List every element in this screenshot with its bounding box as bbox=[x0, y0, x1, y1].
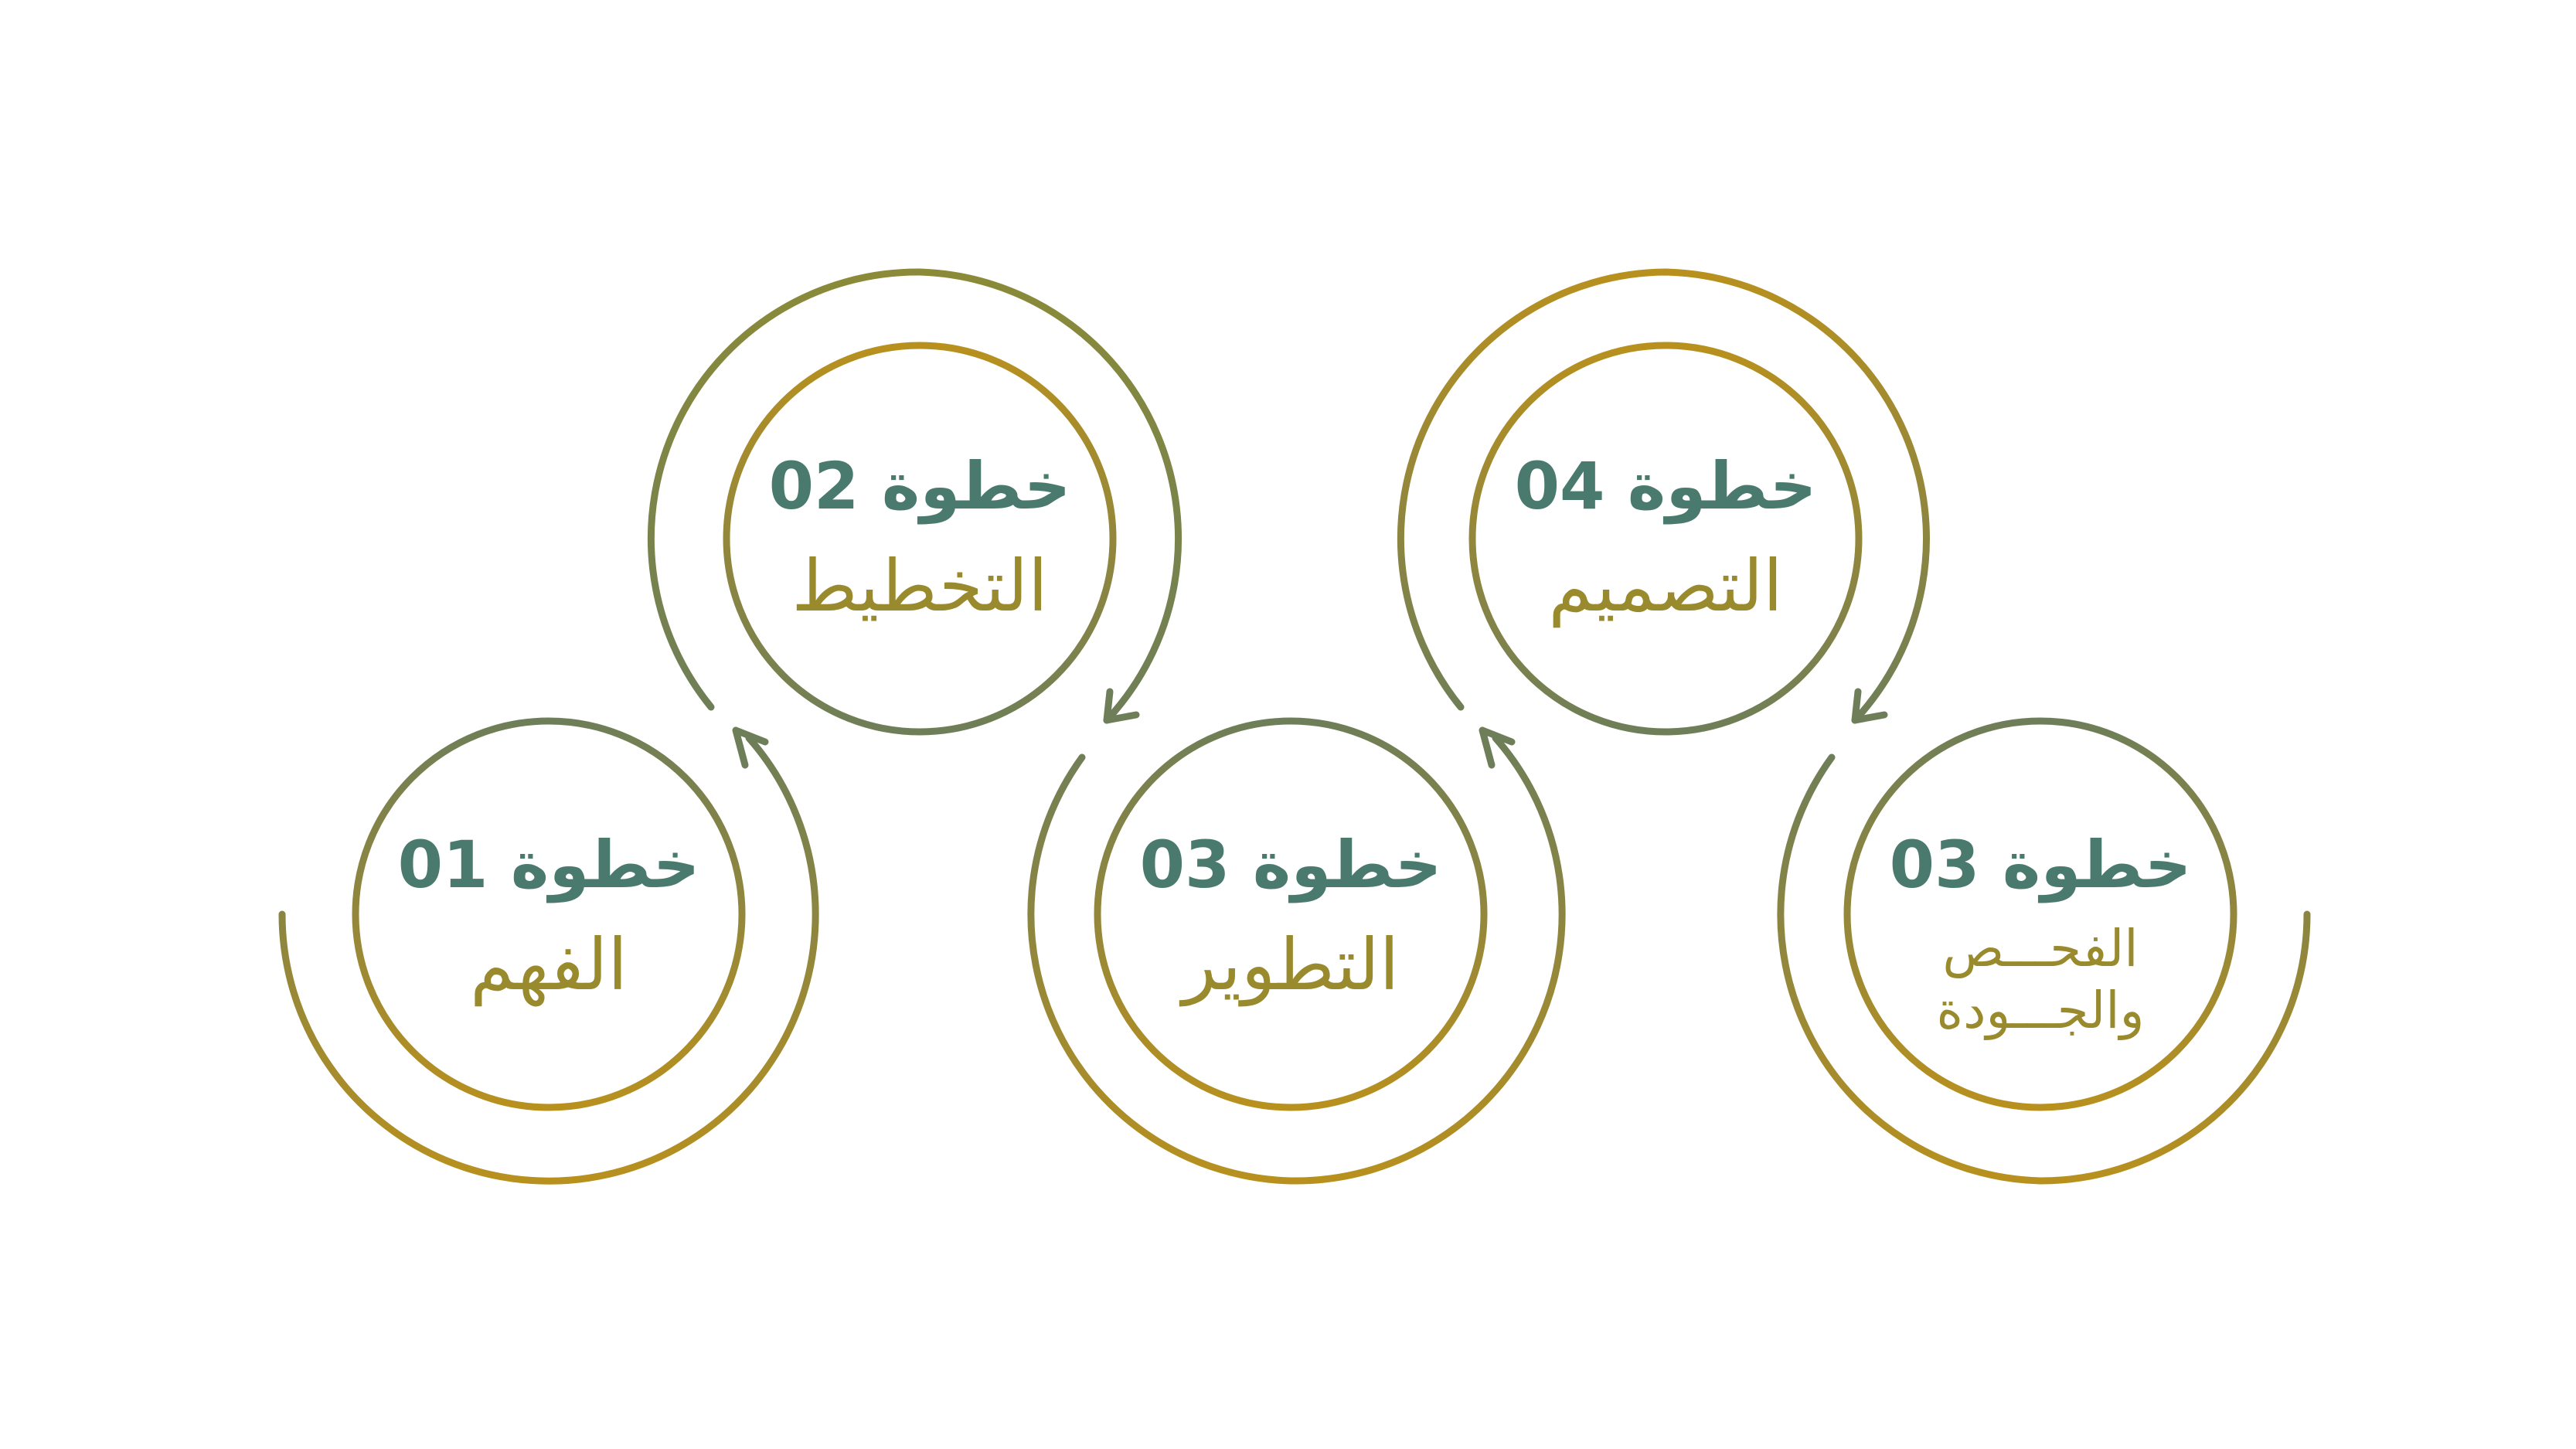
step-02-outer-arc bbox=[647, 268, 1183, 724]
step-02-name: التخطيط bbox=[791, 545, 1047, 628]
step-04: خطوة 04 التصميم bbox=[1397, 268, 1930, 736]
step-02: خطوة 02 التخطيط bbox=[647, 268, 1183, 736]
step-05-inner-circle bbox=[1843, 717, 2237, 1111]
step-01-title: خطوة 01 bbox=[398, 827, 700, 903]
step-03-name: التطوير bbox=[1179, 923, 1400, 1007]
step-05: خطوة 03 الفحـــص والجـــودة bbox=[1777, 717, 2311, 1185]
step-03-arrow-icon bbox=[1479, 726, 1516, 769]
step-05-outer-arc bbox=[1777, 753, 2311, 1185]
step-02-inner-circle bbox=[723, 342, 1117, 736]
step-01: خطوة 01 الفهم bbox=[278, 717, 819, 1185]
step-03-title: خطوة 03 bbox=[1140, 827, 1442, 903]
step-05-name-line1: الفحـــص bbox=[1942, 919, 2138, 979]
step-01-outer-arc bbox=[278, 734, 819, 1185]
step-05-title: خطوة 03 bbox=[1890, 827, 2192, 903]
step-02-arrow-icon bbox=[1103, 688, 1140, 724]
step-04-name: التصميم bbox=[1548, 545, 1782, 628]
step-04-title: خطوة 04 bbox=[1515, 448, 1817, 525]
step-04-outer-arc bbox=[1397, 268, 1930, 724]
step-01-name: الفهم bbox=[470, 923, 628, 1007]
step-01-inner-circle bbox=[352, 717, 746, 1111]
step-04-arrow-icon bbox=[1851, 688, 1888, 724]
step-05-name-line2: والجـــودة bbox=[1937, 981, 2145, 1040]
step-03-inner-circle bbox=[1094, 717, 1488, 1111]
step-01-arrow-icon bbox=[732, 726, 769, 769]
step-04-inner-circle bbox=[1468, 342, 1863, 736]
step-03-outer-arc bbox=[1027, 734, 1566, 1185]
step-03: خطوة 03 التطوير bbox=[1027, 717, 1566, 1185]
step-02-title: خطوة 02 bbox=[769, 448, 1071, 525]
